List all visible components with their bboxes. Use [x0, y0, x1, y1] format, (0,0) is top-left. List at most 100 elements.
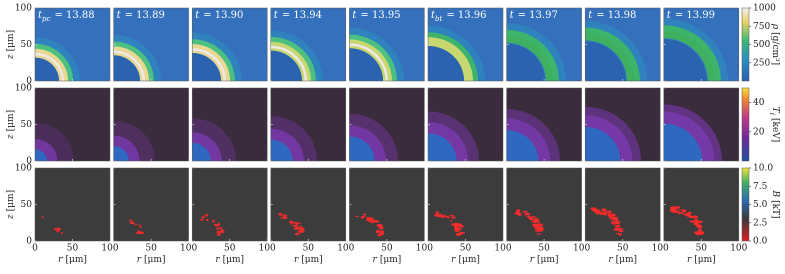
panel [191, 167, 268, 242]
unit: [μm] [65, 255, 86, 265]
field-spot [204, 213, 209, 217]
x-axis-label: r [μm] [608, 255, 637, 265]
field-spot [607, 213, 612, 216]
panel [663, 87, 740, 162]
image [349, 168, 425, 241]
field-spot [530, 218, 535, 221]
field-spot [216, 234, 221, 236]
field-spot [618, 233, 623, 236]
cold-core [192, 142, 211, 161]
field-spot [205, 218, 209, 222]
image [270, 88, 346, 161]
field-spot [298, 230, 302, 233]
field-spot [526, 215, 531, 218]
panel [34, 167, 111, 242]
symbol: r [687, 255, 692, 265]
symbol: r [530, 255, 535, 265]
shell-core [349, 43, 388, 81]
panel [506, 167, 582, 242]
frame [191, 7, 268, 82]
field-spot [450, 216, 456, 219]
unit: [g/cm³] [771, 32, 781, 65]
symbol: t [274, 10, 279, 21]
y-tick-label: 50 [21, 120, 33, 130]
background [428, 168, 503, 241]
field-spot [213, 223, 217, 226]
unit: [μm] [458, 255, 479, 265]
panel [427, 87, 504, 162]
image [35, 88, 110, 161]
panel [663, 167, 740, 242]
unit: [μm] [380, 255, 401, 265]
panel [584, 87, 661, 162]
panel [191, 7, 268, 82]
unit: [keV] [771, 118, 781, 142]
background [506, 168, 582, 241]
field-spot [670, 206, 677, 209]
field-spot [538, 223, 544, 227]
shell-outer [506, 29, 559, 81]
field-spot [610, 213, 616, 216]
panel [113, 7, 189, 82]
symbol: t [510, 10, 515, 21]
frame [663, 7, 740, 82]
field-spot [694, 220, 700, 224]
x-axis-label: r [μm] [58, 255, 87, 265]
field-spot [216, 227, 221, 229]
field-spot [454, 230, 460, 233]
field-spot [682, 209, 687, 213]
y-tick-label: 50 [21, 40, 33, 50]
x-axis-label: r [μm] [687, 255, 716, 265]
panel-title: t = 13.90 [195, 10, 243, 21]
unit: [kT] [771, 200, 781, 218]
image [428, 8, 503, 81]
field-spot [693, 224, 700, 226]
field-spot [694, 231, 701, 234]
image [349, 8, 425, 81]
field-spot [617, 224, 621, 228]
field-spot [41, 216, 44, 218]
unit: [μm] [301, 255, 322, 265]
x-tick-label: 50 [617, 244, 629, 254]
panel [584, 167, 661, 242]
field-spot [292, 221, 298, 224]
field-spot [600, 208, 607, 212]
image [113, 168, 189, 241]
frame [506, 7, 582, 82]
field-spot [202, 215, 205, 219]
frame [349, 7, 425, 82]
unit: [μm] [6, 110, 16, 131]
frame [270, 167, 347, 242]
field-spot [376, 223, 382, 227]
field-spot [618, 229, 624, 233]
field-spot [537, 229, 544, 231]
frame [427, 87, 504, 162]
field-spot [677, 211, 682, 215]
y-tick-label: 0 [26, 157, 32, 167]
colorbar-tick-label: 2.5 [753, 218, 768, 228]
frame [34, 87, 111, 162]
x-axis-label: r [μm] [215, 255, 244, 265]
field-spot [669, 209, 674, 212]
field-spot [367, 218, 372, 221]
colorbar-tick-label: 0.0 [753, 237, 768, 247]
y-axis-label: z [μm] [6, 30, 16, 60]
image [585, 168, 661, 241]
x-tick-label: 100 [259, 244, 276, 254]
field-spot [212, 219, 215, 223]
panel [584, 7, 661, 82]
subscript: bt [435, 15, 442, 23]
x-tick-label: 100 [652, 244, 669, 254]
colorbar-tick-label: 1000 [753, 4, 776, 14]
colorbar-tick-label: 20 [753, 127, 765, 137]
field-spot [456, 233, 461, 237]
value: = 13.98 [596, 10, 636, 21]
shell-outer [663, 25, 721, 81]
x-tick-label: 50 [67, 244, 79, 254]
image [113, 88, 189, 161]
field-spot [56, 229, 60, 233]
panel [113, 167, 189, 242]
x-tick-label: 100 [101, 244, 118, 254]
colorbar-tick-label: 5.0 [753, 200, 768, 210]
field-spot [515, 211, 521, 215]
